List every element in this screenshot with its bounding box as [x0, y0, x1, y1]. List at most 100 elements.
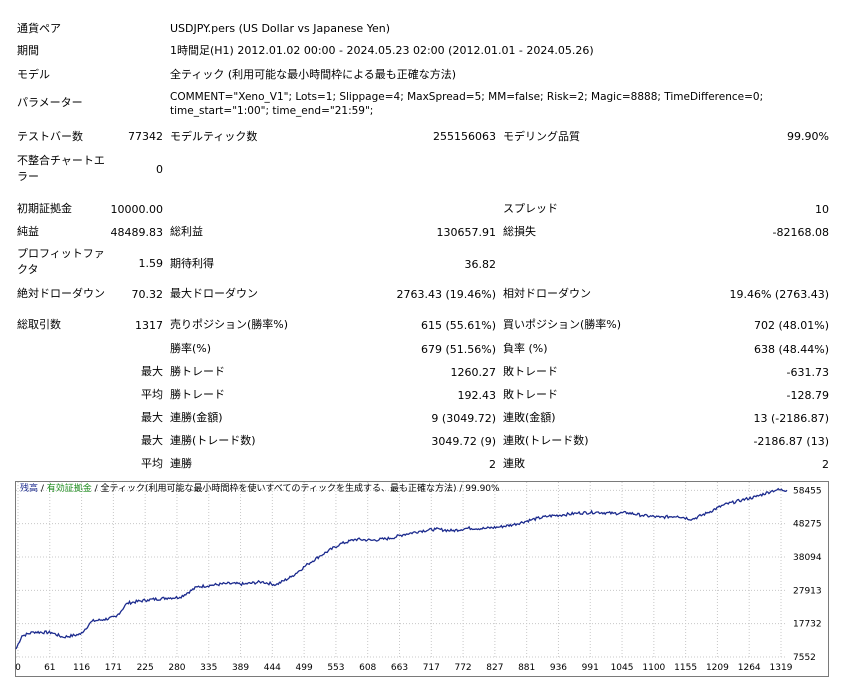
avg-loss-value: -128.79 [786, 389, 829, 402]
params-label: パラメーター [17, 96, 83, 109]
max-consec-profit-value: 3049.72 (9) [431, 435, 496, 448]
win-rate-label: 勝率(%) [170, 342, 212, 355]
max-dd-label: 最大ドローダウン [170, 287, 258, 300]
balance-chart: 0 61 116 171 225 280 335 389 444 499 553 608 663 717 7… [15, 481, 829, 677]
spread-value: 10 [815, 203, 829, 216]
max-consec-profit-label: 連勝(トレード数) [170, 434, 256, 447]
x-tick-label: 827 [486, 663, 503, 673]
max-consec-loss-label: 連敗(トレード数) [503, 434, 589, 447]
avg-consec-losses-value: 2 [822, 458, 829, 471]
avg-loss-label: 敗トレード [503, 388, 558, 401]
balance-chart-svg: 0 61 116 171 225 280 335 389 444 499 553 608 663 717 7… [15, 481, 829, 677]
mismatch-value: 0 [156, 163, 163, 176]
legend-balance: 残高 [20, 484, 39, 494]
avg-consec-wins-value: 2 [489, 458, 496, 471]
largest-loss-value: -631.73 [786, 366, 829, 379]
x-tick-label: 991 [582, 663, 599, 673]
x-tick-label: 1264 [738, 663, 761, 673]
net-label: 純益 [17, 225, 39, 238]
expected-label: 期待利得 [170, 257, 214, 270]
x-tick-label: 1319 [770, 663, 793, 673]
legend-equity: 有効証拠金 [46, 484, 92, 494]
x-tick-label: 1155 [674, 663, 697, 673]
max-dd-value: 2763.43 (19.46%) [396, 288, 496, 301]
expected-value: 36.82 [464, 258, 497, 271]
y-tick-label: 17732 [793, 620, 822, 630]
max-consec-losses-value: 13 (-2186.87) [753, 412, 829, 425]
max-consec-wins-label: 連勝(金額) [170, 411, 223, 424]
x-tick-label: 553 [327, 663, 344, 673]
mismatch-label: 不整合チャートエラー [17, 154, 105, 183]
x-tick-label: 0 [15, 663, 21, 673]
largest-win-value: 1260.27 [450, 366, 497, 379]
x-tick-label: 61 [44, 663, 55, 673]
x-tick-label: 717 [423, 663, 440, 673]
spread-label: スプレッド [503, 202, 558, 215]
max-label: 最大 [141, 411, 163, 424]
max-consec-losses-label: 連敗(金額) [503, 411, 556, 424]
x-tick-label: 116 [73, 663, 90, 673]
quality-value: 99.90% [787, 130, 829, 143]
x-tick-label: 280 [168, 663, 185, 673]
balance-line [15, 487, 788, 650]
x-tick-label: 608 [359, 663, 376, 673]
loss-rate-label: 負率 (%) [503, 342, 548, 355]
x-tick-label: 444 [264, 663, 281, 673]
x-tick-label: 389 [232, 663, 249, 673]
y-tick-label: 7552 [793, 653, 816, 663]
avg-consec-wins-label: 連勝 [170, 457, 192, 470]
legend-separator: / [38, 484, 47, 494]
net-value: 48489.83 [110, 226, 164, 239]
max-consec-loss-value: -2186.87 (13) [753, 435, 829, 448]
gross-profit-value: 130657.91 [436, 226, 497, 239]
x-tick-label: 1100 [642, 663, 665, 673]
chart-frame [15, 481, 829, 677]
deposit-label: 初期証拠金 [17, 202, 72, 215]
rel-dd-value: 19.46% (2763.43) [729, 288, 829, 301]
pf-label: プロフィットファクタ [17, 247, 105, 276]
abs-dd-label: 絶対ドローダウン [17, 287, 105, 300]
short-label: 売りポジション(勝率%) [170, 318, 289, 331]
pf-value: 1.59 [138, 257, 164, 270]
y-tick-label: 38094 [793, 553, 822, 563]
long-label: 買いポジション(勝率%) [503, 318, 622, 331]
avg2-label: 平均 [141, 457, 163, 470]
average-label: 平均 [141, 388, 163, 401]
abs-dd-value: 70.32 [131, 288, 164, 301]
avg-win-label: 勝トレード [170, 388, 225, 401]
bars-label: テストバー数 [17, 130, 83, 143]
x-tick-label: 225 [137, 663, 154, 673]
x-tick-label: 663 [391, 663, 408, 673]
deposit-value: 10000.00 [110, 203, 164, 216]
loss-rate-value: 638 (48.44%) [753, 343, 829, 356]
chart-legend: 残高 / 有効証拠金 / 全ティック(利用可能な最小時間枠を使いすべてのティック… [20, 483, 500, 495]
x-tick-label: 772 [454, 663, 471, 673]
x-tick-label: 1209 [706, 663, 729, 673]
total-trades-label: 総取引数 [17, 318, 61, 331]
ticks-label: モデルティック数 [170, 130, 258, 143]
x-tick-label: 335 [200, 663, 217, 673]
max2-label: 最大 [141, 434, 163, 447]
x-tick-label: 171 [105, 663, 122, 673]
avg-win-value: 192.43 [457, 389, 497, 402]
x-tick-label: 499 [296, 663, 313, 673]
y-tick-label: 58455 [793, 486, 822, 496]
y-tick-label: 27913 [793, 586, 822, 596]
gross-profit-label: 総利益 [170, 225, 203, 238]
largest-win-label: 勝トレード [170, 365, 225, 378]
symbol-label: 通貨ペア [17, 22, 61, 35]
bars-value: 77342 [128, 130, 163, 143]
model-label: モデル [17, 68, 50, 81]
largest-label: 最大 [141, 365, 163, 378]
avg-consec-losses-label: 連敗 [503, 457, 525, 470]
win-rate-value: 679 (51.56%) [420, 343, 496, 356]
largest-loss-label: 敗トレード [503, 365, 558, 378]
x-tick-label: 1045 [611, 663, 634, 673]
symbol-value: USDJPY.pers (US Dollar vs Japanese Yen) [170, 22, 390, 35]
x-tick-label: 881 [518, 663, 535, 673]
rel-dd-label: 相対ドローダウン [503, 287, 591, 300]
gross-loss-value: -82168.08 [772, 226, 829, 239]
max-consec-wins-value: 9 (3049.72) [431, 412, 496, 425]
legend-model: / 全ティック(利用可能な最小時間枠を使いすべてのティックを生成する、最も正確な… [91, 484, 500, 494]
short-value: 615 (55.61%) [420, 319, 496, 332]
